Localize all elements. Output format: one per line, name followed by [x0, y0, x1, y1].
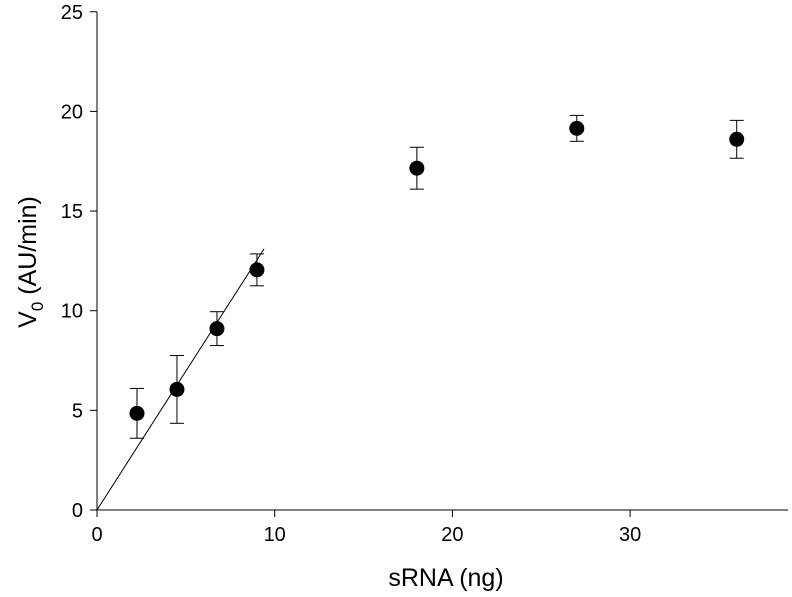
data-point — [209, 321, 225, 337]
fit-line — [96, 248, 265, 511]
data-point — [569, 120, 585, 136]
y-tick-label: 0 — [72, 500, 83, 522]
plot-area: 0 10 20 30 0 5 10 15 20 25 — [61, 2, 788, 546]
data-points-layer — [129, 114, 745, 439]
y-tick-label: 5 — [72, 400, 83, 422]
y-axis-title-rest: (AU/min) — [14, 196, 42, 302]
x-ticks: 0 10 20 30 — [91, 510, 641, 546]
x-tick-label: 30 — [619, 524, 641, 546]
fit-line-layer — [96, 248, 265, 511]
data-point — [409, 160, 425, 176]
y-axis-title: V0 (AU/min) — [14, 196, 47, 328]
y-tick-label: 10 — [61, 301, 83, 323]
y-axis-title-main: V — [14, 311, 42, 328]
data-point — [729, 131, 745, 147]
x-tick-label: 0 — [91, 524, 102, 546]
y-tick-label: 20 — [61, 101, 83, 123]
y-axis-title-subscript: 0 — [28, 302, 47, 311]
x-axis-title: sRNA (ng) — [388, 564, 503, 592]
x-tick-label: 20 — [441, 524, 463, 546]
y-tick-label: 25 — [61, 2, 83, 24]
data-point — [249, 262, 265, 278]
data-point — [129, 405, 145, 421]
x-tick-label: 10 — [264, 524, 286, 546]
y-ticks: 0 5 10 15 20 25 — [61, 2, 97, 522]
data-point — [169, 381, 185, 397]
y-tick-label: 15 — [61, 201, 83, 223]
